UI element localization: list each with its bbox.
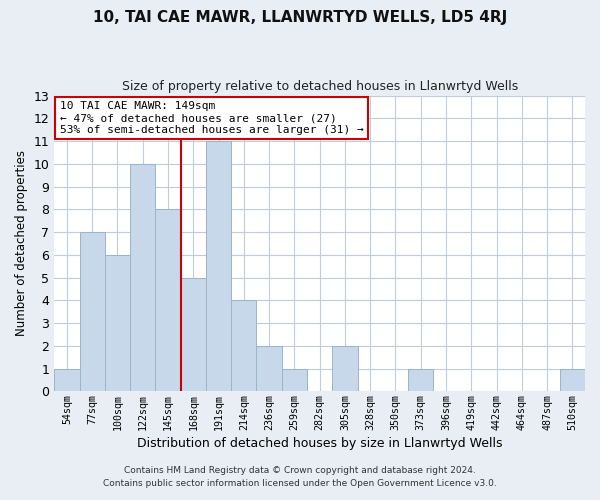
Title: Size of property relative to detached houses in Llanwrtyd Wells: Size of property relative to detached ho… bbox=[122, 80, 518, 93]
Bar bbox=[155, 210, 181, 392]
Text: Contains HM Land Registry data © Crown copyright and database right 2024.
Contai: Contains HM Land Registry data © Crown c… bbox=[103, 466, 497, 487]
Bar bbox=[105, 255, 130, 392]
Y-axis label: Number of detached properties: Number of detached properties bbox=[15, 150, 28, 336]
Bar bbox=[80, 232, 105, 392]
Bar bbox=[282, 368, 307, 392]
Bar bbox=[231, 300, 256, 392]
Text: 10, TAI CAE MAWR, LLANWRTYD WELLS, LD5 4RJ: 10, TAI CAE MAWR, LLANWRTYD WELLS, LD5 4… bbox=[93, 10, 507, 25]
Bar bbox=[206, 141, 231, 392]
Bar bbox=[256, 346, 282, 392]
Bar bbox=[130, 164, 155, 392]
X-axis label: Distribution of detached houses by size in Llanwrtyd Wells: Distribution of detached houses by size … bbox=[137, 437, 502, 450]
Bar bbox=[54, 368, 80, 392]
Bar bbox=[560, 368, 585, 392]
Bar bbox=[332, 346, 358, 392]
Text: 10 TAI CAE MAWR: 149sqm
← 47% of detached houses are smaller (27)
53% of semi-de: 10 TAI CAE MAWR: 149sqm ← 47% of detache… bbox=[59, 102, 364, 134]
Bar bbox=[408, 368, 433, 392]
Bar bbox=[181, 278, 206, 392]
